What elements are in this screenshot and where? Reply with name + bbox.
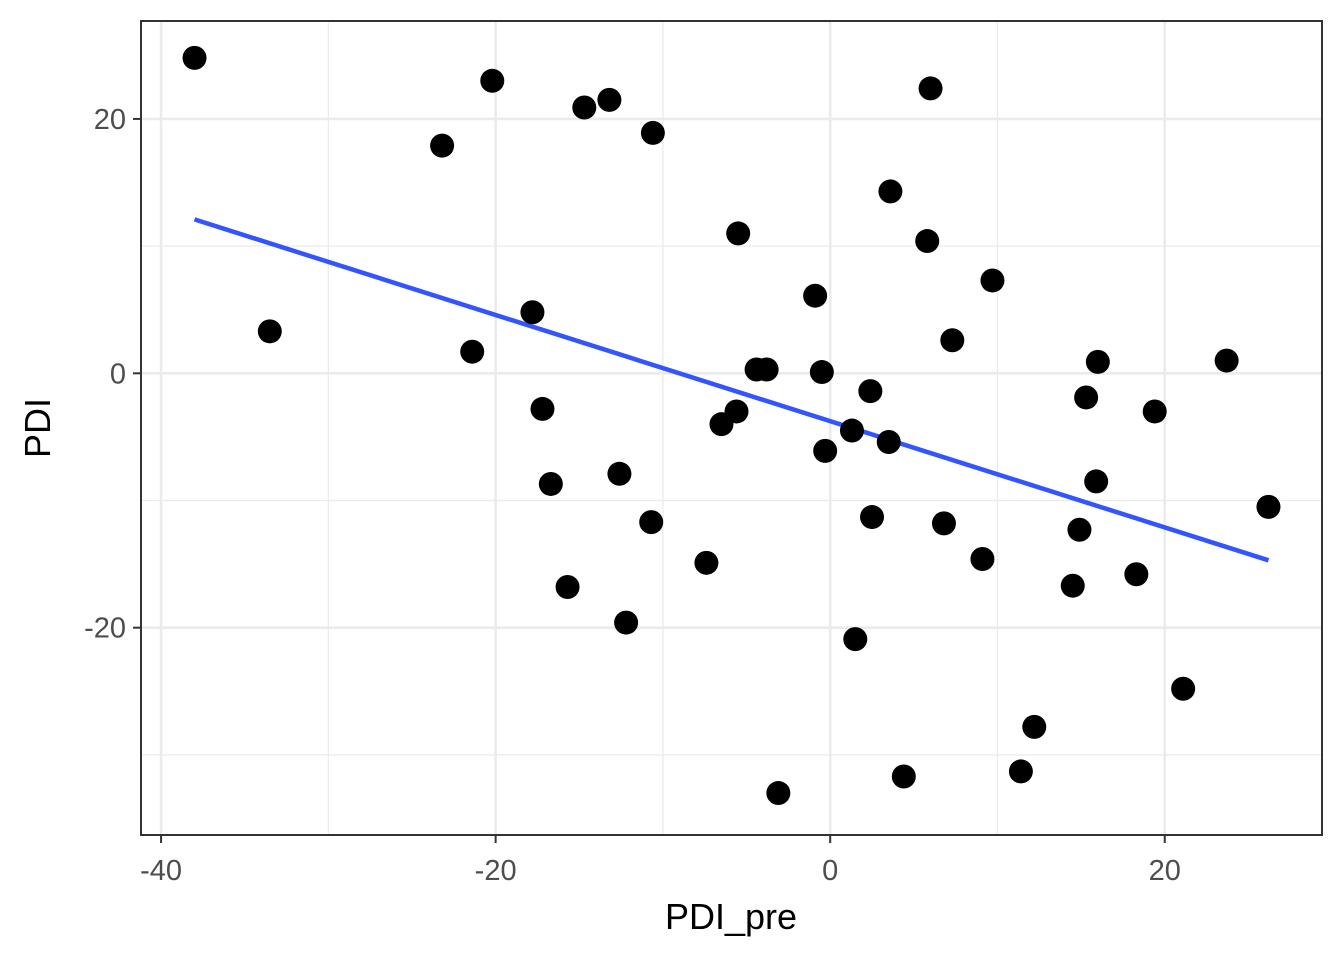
data-point-9 — [572, 95, 597, 120]
y-tick-label-2: 20 — [94, 104, 126, 136]
data-point-22 — [803, 283, 828, 308]
data-point-43 — [1084, 469, 1109, 494]
y-axis-title: PDI — [17, 398, 58, 458]
data-point-41 — [1067, 517, 1092, 542]
data-point-48 — [1214, 348, 1239, 373]
data-point-28 — [860, 505, 885, 530]
data-point-4 — [480, 68, 505, 93]
data-point-0 — [182, 45, 207, 70]
data-point-44 — [1085, 349, 1110, 374]
data-point-6 — [530, 396, 555, 421]
y-axis-ticks: -20 0 20 — [84, 104, 141, 645]
regression-line — [193, 217, 1270, 563]
y-tick-label-1: 0 — [110, 358, 126, 390]
plot-panel-border — [140, 20, 1323, 836]
data-point-23 — [809, 360, 834, 385]
data-point-14 — [639, 510, 664, 535]
data-point-25 — [839, 418, 864, 443]
data-point-33 — [918, 76, 943, 101]
major-gridlines — [141, 21, 1322, 835]
data-point-42 — [1074, 385, 1099, 410]
data-point-49 — [1256, 494, 1281, 519]
data-point-47 — [1171, 676, 1196, 701]
data-point-18 — [726, 221, 751, 246]
data-point-38 — [1008, 759, 1033, 784]
data-point-24 — [813, 438, 838, 463]
data-point-20 — [754, 357, 779, 382]
minor-gridlines — [141, 21, 1322, 835]
y-tick-label-0: -20 — [84, 613, 126, 645]
data-point-11 — [607, 461, 632, 486]
data-point-30 — [878, 179, 903, 204]
x-tick-label-0: -40 — [140, 855, 182, 887]
data-point-46 — [1142, 399, 1167, 424]
data-point-13 — [640, 120, 665, 145]
data-point-31 — [891, 764, 916, 789]
x-tick-label-3: 20 — [1149, 855, 1181, 887]
data-point-45 — [1124, 562, 1149, 587]
data-point-21 — [766, 781, 791, 806]
data-point-15 — [694, 550, 719, 575]
data-point-27 — [858, 379, 883, 404]
x-tick-label-2: 0 — [822, 855, 838, 887]
x-axis-title: PDI_pre — [665, 896, 797, 937]
data-point-8 — [555, 574, 580, 599]
data-point-37 — [980, 268, 1005, 293]
data-points — [182, 45, 1281, 806]
data-point-12 — [614, 610, 639, 635]
data-point-32 — [915, 229, 940, 254]
data-point-17 — [724, 399, 749, 424]
x-axis-ticks: -40 -20 0 20 — [140, 835, 1181, 887]
data-point-36 — [970, 547, 995, 572]
data-point-2 — [430, 133, 455, 158]
data-point-1 — [257, 319, 282, 344]
data-point-3 — [460, 339, 485, 364]
data-point-39 — [1022, 714, 1047, 739]
data-point-10 — [597, 87, 622, 112]
data-point-40 — [1060, 573, 1085, 598]
data-point-26 — [843, 627, 868, 652]
data-point-34 — [931, 511, 956, 536]
data-point-7 — [538, 471, 563, 496]
data-point-29 — [876, 429, 901, 454]
data-point-35 — [940, 328, 965, 353]
x-tick-label-1: -20 — [475, 855, 517, 887]
data-point-5 — [520, 300, 545, 325]
